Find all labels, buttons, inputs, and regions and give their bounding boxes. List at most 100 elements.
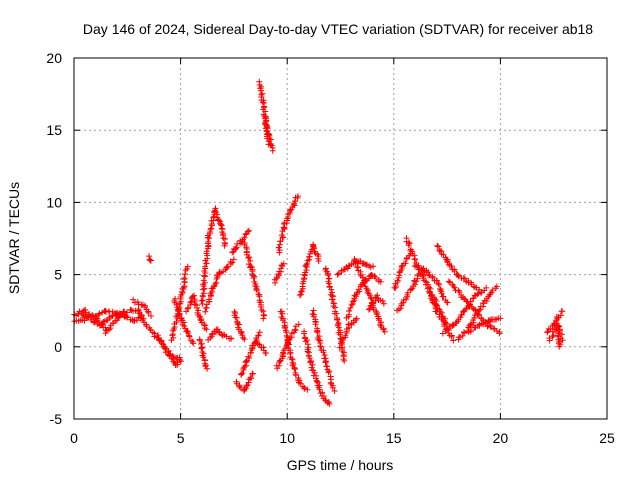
- data-point: [331, 387, 338, 394]
- data-point: [460, 275, 467, 282]
- data-point: [245, 353, 252, 360]
- data-point: [262, 349, 269, 356]
- data-point: [264, 125, 271, 132]
- data-point: [184, 263, 191, 270]
- data-point: [353, 315, 360, 322]
- data-point: [208, 225, 215, 232]
- data-point: [257, 87, 264, 94]
- data-point: [114, 310, 121, 317]
- y-tick-label: 10: [46, 194, 62, 210]
- data-point: [341, 357, 348, 364]
- data-point: [377, 278, 384, 285]
- data-point: [329, 296, 336, 303]
- data-point: [145, 309, 152, 316]
- data-point: [81, 307, 88, 314]
- data-point: [217, 221, 224, 228]
- data-point: [239, 334, 246, 341]
- chart-title: Day 146 of 2024, Sidereal Day-to-day VTE…: [83, 21, 593, 37]
- data-point: [312, 321, 319, 328]
- data-point: [280, 260, 287, 267]
- data-point: [554, 316, 561, 322]
- y-tick-label: -5: [50, 411, 63, 427]
- data-point: [325, 272, 332, 279]
- data-point: [119, 311, 126, 318]
- data-point: [487, 324, 494, 331]
- data-point: [483, 284, 490, 291]
- data-point: [460, 308, 467, 315]
- data-point: [181, 275, 188, 282]
- data-point: [450, 321, 457, 328]
- data-point: [99, 321, 106, 328]
- data-point: [334, 271, 341, 278]
- data-point: [201, 279, 208, 286]
- data-point: [277, 238, 284, 245]
- data-point: [229, 259, 236, 266]
- data-point: [316, 386, 323, 393]
- data-point: [203, 326, 210, 333]
- data-point: [215, 328, 222, 335]
- data-point: [176, 311, 183, 318]
- data-point: [455, 287, 462, 294]
- data-point: [246, 354, 253, 361]
- data-point: [364, 289, 371, 296]
- x-tick-label: 20: [493, 430, 509, 446]
- plot-frame: [73, 57, 608, 420]
- data-point: [489, 287, 496, 294]
- data-point: [347, 305, 354, 312]
- data-point: [461, 275, 468, 282]
- data-point: [188, 298, 195, 305]
- data-point: [279, 234, 286, 241]
- x-tick-label: 15: [386, 430, 402, 446]
- data-point: [333, 310, 340, 317]
- data-point: [278, 232, 285, 239]
- data-point: [200, 354, 207, 361]
- data-point: [444, 258, 451, 265]
- data-point: [380, 300, 387, 307]
- data-point: [203, 248, 210, 255]
- data-point: [438, 290, 445, 297]
- data-point: [304, 348, 311, 355]
- data-point: [352, 317, 359, 324]
- data-point: [204, 365, 211, 372]
- data-point: [301, 385, 308, 392]
- data-point: [556, 343, 563, 350]
- data-point: [98, 322, 105, 329]
- data-point: [367, 294, 374, 301]
- data-point: [291, 366, 298, 373]
- x-tick-label: 25: [599, 430, 615, 446]
- data-point: [360, 260, 367, 267]
- data-point: [243, 383, 250, 390]
- data-point: [370, 263, 377, 270]
- data-point: [411, 263, 418, 270]
- data-point: [202, 308, 209, 315]
- data-point: [550, 332, 557, 339]
- data-point: [369, 300, 376, 307]
- data-point: [363, 285, 370, 292]
- data-point: [100, 318, 107, 325]
- data-point: [465, 302, 472, 309]
- data-point: [276, 359, 283, 366]
- data-point: [121, 308, 128, 315]
- data-point: [342, 332, 349, 339]
- data-point: [151, 333, 158, 340]
- y-axis-label: SDTVAR / TECUs: [6, 182, 22, 294]
- data-point: [250, 275, 257, 282]
- data-point: [114, 314, 121, 321]
- data-point: [284, 215, 291, 222]
- data-point: [309, 311, 316, 318]
- data-point: [301, 330, 308, 337]
- data-point: [451, 268, 458, 275]
- y-tick-label: 15: [46, 122, 62, 138]
- data-point: [322, 359, 329, 366]
- data-point: [269, 147, 276, 154]
- data-point: [237, 384, 244, 391]
- data-point: [185, 304, 192, 311]
- data-point: [445, 278, 452, 285]
- data-point: [425, 272, 432, 279]
- data-point: [311, 369, 318, 376]
- y-tick-label: 5: [54, 267, 62, 283]
- data-point: [247, 257, 254, 264]
- data-point: [451, 284, 458, 291]
- data-point: [229, 249, 236, 256]
- data-point: [397, 305, 404, 312]
